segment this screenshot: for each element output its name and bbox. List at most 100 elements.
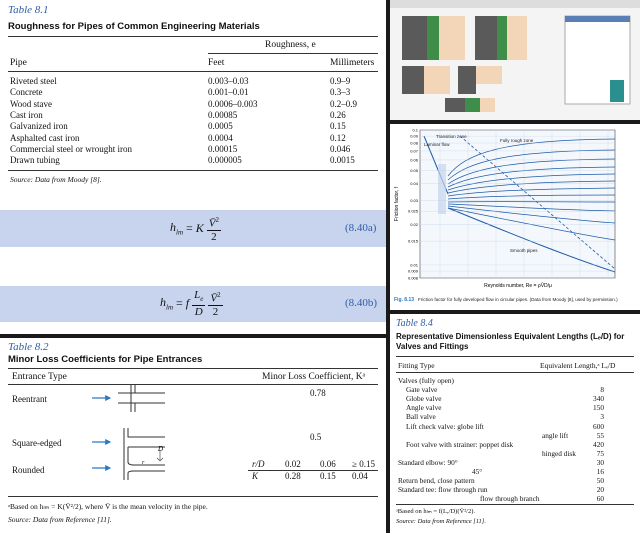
sub-cell: 0.06: [320, 459, 336, 469]
fitting-name: Valves (fully open): [398, 376, 454, 385]
equation-number: (8.40b): [345, 297, 378, 309]
table-label: Table 8.4: [396, 318, 433, 329]
column-header: Entrance Type: [12, 372, 67, 382]
footnote: ᵃBased on hₗₘ = K(V̄²/2), where V̄ is th…: [8, 502, 208, 511]
fitting-name: hinged disk: [542, 448, 576, 458]
pipe-drawings: [118, 384, 165, 480]
sub-cell: 0.28: [285, 471, 301, 481]
cell-block: [402, 16, 427, 60]
fraction: V̄2 2: [206, 214, 222, 243]
rough-boundary: [459, 135, 616, 270]
denominator: 2: [211, 230, 217, 243]
fitting-name: Globe valve: [406, 394, 442, 404]
table-cell: 0.003–0.03: [208, 76, 249, 86]
symbol: L: [194, 289, 201, 301]
region-label: Smooth pipes: [510, 248, 538, 253]
column-header: Pipe: [10, 58, 27, 68]
equation-number: (8.40a): [345, 222, 377, 234]
footnote: ᵃBased on hₗₘ = f(Lₑ/D)(V̄²/2).: [396, 508, 475, 515]
y-tick-label: 0.015: [408, 239, 419, 244]
source: Source: Data from Reference [11].: [8, 515, 112, 524]
y-tick-label: 0.09: [410, 134, 419, 139]
cell-block: [427, 16, 439, 60]
numerator: V̄2: [208, 289, 223, 306]
equals: =: [186, 220, 193, 235]
equation-band: [0, 286, 386, 322]
fitting-name: Ball valve: [406, 412, 436, 422]
table-cell: 0.0015: [330, 155, 355, 166]
sub-cell: ≥ 0.15: [352, 459, 375, 469]
transition-zone: [438, 164, 446, 214]
rule: [8, 71, 378, 72]
equivalent-length: 60: [596, 494, 604, 504]
coefficient: 0.78: [310, 388, 326, 398]
symbol: f: [185, 296, 190, 311]
column-header: Minor Loss Coefficient, Kᵃ: [262, 372, 366, 382]
subscript: lm: [176, 228, 183, 237]
sub-cell: 0.04: [352, 471, 368, 481]
y-tick-label: 0.1: [412, 128, 418, 133]
table-cell: Wood stave: [10, 98, 53, 109]
denominator: D: [194, 306, 203, 319]
coefficient: 0.5: [310, 432, 322, 442]
cell-block: [424, 66, 450, 94]
cell-block: [439, 16, 465, 60]
rule: [8, 36, 378, 37]
fitting-name: Return bend, close pattern: [398, 476, 475, 486]
table-cell: Concrete: [10, 87, 43, 98]
flow-arrows: [92, 395, 112, 471]
spreadsheet: [390, 0, 640, 112]
rough-curves: [447, 138, 616, 241]
y-tick-label: 0.025: [408, 209, 419, 214]
source: Source: Data from Moody [8].: [10, 175, 102, 184]
table-title: Representative Dimensionless Equivalent …: [396, 332, 625, 351]
cell-block: [402, 66, 424, 94]
symbol: h: [160, 295, 166, 310]
equivalent-length: 8: [600, 385, 604, 395]
symbol: V̄: [208, 217, 216, 230]
sub-cell: r/D: [252, 459, 265, 469]
y-tick-label: 0.05: [410, 168, 419, 173]
fitting-name: angle lift: [542, 430, 569, 440]
sub-cell: K: [252, 471, 259, 481]
group-header: Roughness, e: [265, 40, 316, 50]
table-cell: Commercial steel or wrought iron: [10, 143, 132, 154]
equation: hlm = f Le D V̄2 2: [160, 289, 223, 318]
moody-diagram: 0.10.09 0.08 0.07 0.06 0.05 0.04 0.03 0.025 0.02…: [394, 128, 618, 304]
y-tick-label: 0.04: [410, 181, 419, 186]
source: Source: Data from Reference [11].: [396, 518, 486, 525]
table-8-4-panel: Table 8.4 Representative Dimensionless E…: [390, 314, 640, 533]
table-cell: 0.0005: [208, 121, 233, 132]
table-title: Minor Loss Coefficients for Pipe Entranc…: [8, 354, 203, 365]
equation-band: [0, 210, 386, 247]
cell-block: [497, 16, 507, 60]
table-cell: 0.00085: [208, 109, 238, 120]
y-tick-label: 0.01: [410, 262, 419, 267]
spreadsheet-screenshot: [390, 0, 640, 120]
table-cell: 0.0004: [208, 132, 233, 143]
cell-block: [465, 98, 480, 112]
cell-block: [507, 16, 527, 60]
sub-cell: 0.15: [320, 471, 336, 481]
equivalent-length: 30: [596, 457, 604, 467]
rule: [8, 496, 378, 497]
equals: =: [176, 296, 183, 311]
column-header: Feet: [208, 58, 225, 68]
denominator: 2: [212, 305, 219, 318]
equivalent-length: 420: [593, 439, 604, 449]
numerator: V̄2: [206, 214, 222, 231]
equivalent-length: 55: [596, 430, 604, 440]
fitting-name: Standard elbow: 90°: [398, 457, 458, 467]
cell-block: [458, 66, 476, 94]
subscript: lm: [166, 303, 173, 312]
region-label: Laminar flow: [424, 142, 450, 147]
fitting-name: flow through branch: [480, 494, 540, 504]
caption: Friction factor for fully developed flow…: [418, 297, 618, 302]
y-tick-label: 0.07: [410, 148, 419, 153]
dim-label: r: [142, 460, 145, 466]
y-tick-label: 0.06: [410, 157, 419, 162]
rule: [8, 170, 378, 171]
symbol: h: [170, 220, 176, 235]
table-cell: Cast iron: [10, 109, 43, 120]
